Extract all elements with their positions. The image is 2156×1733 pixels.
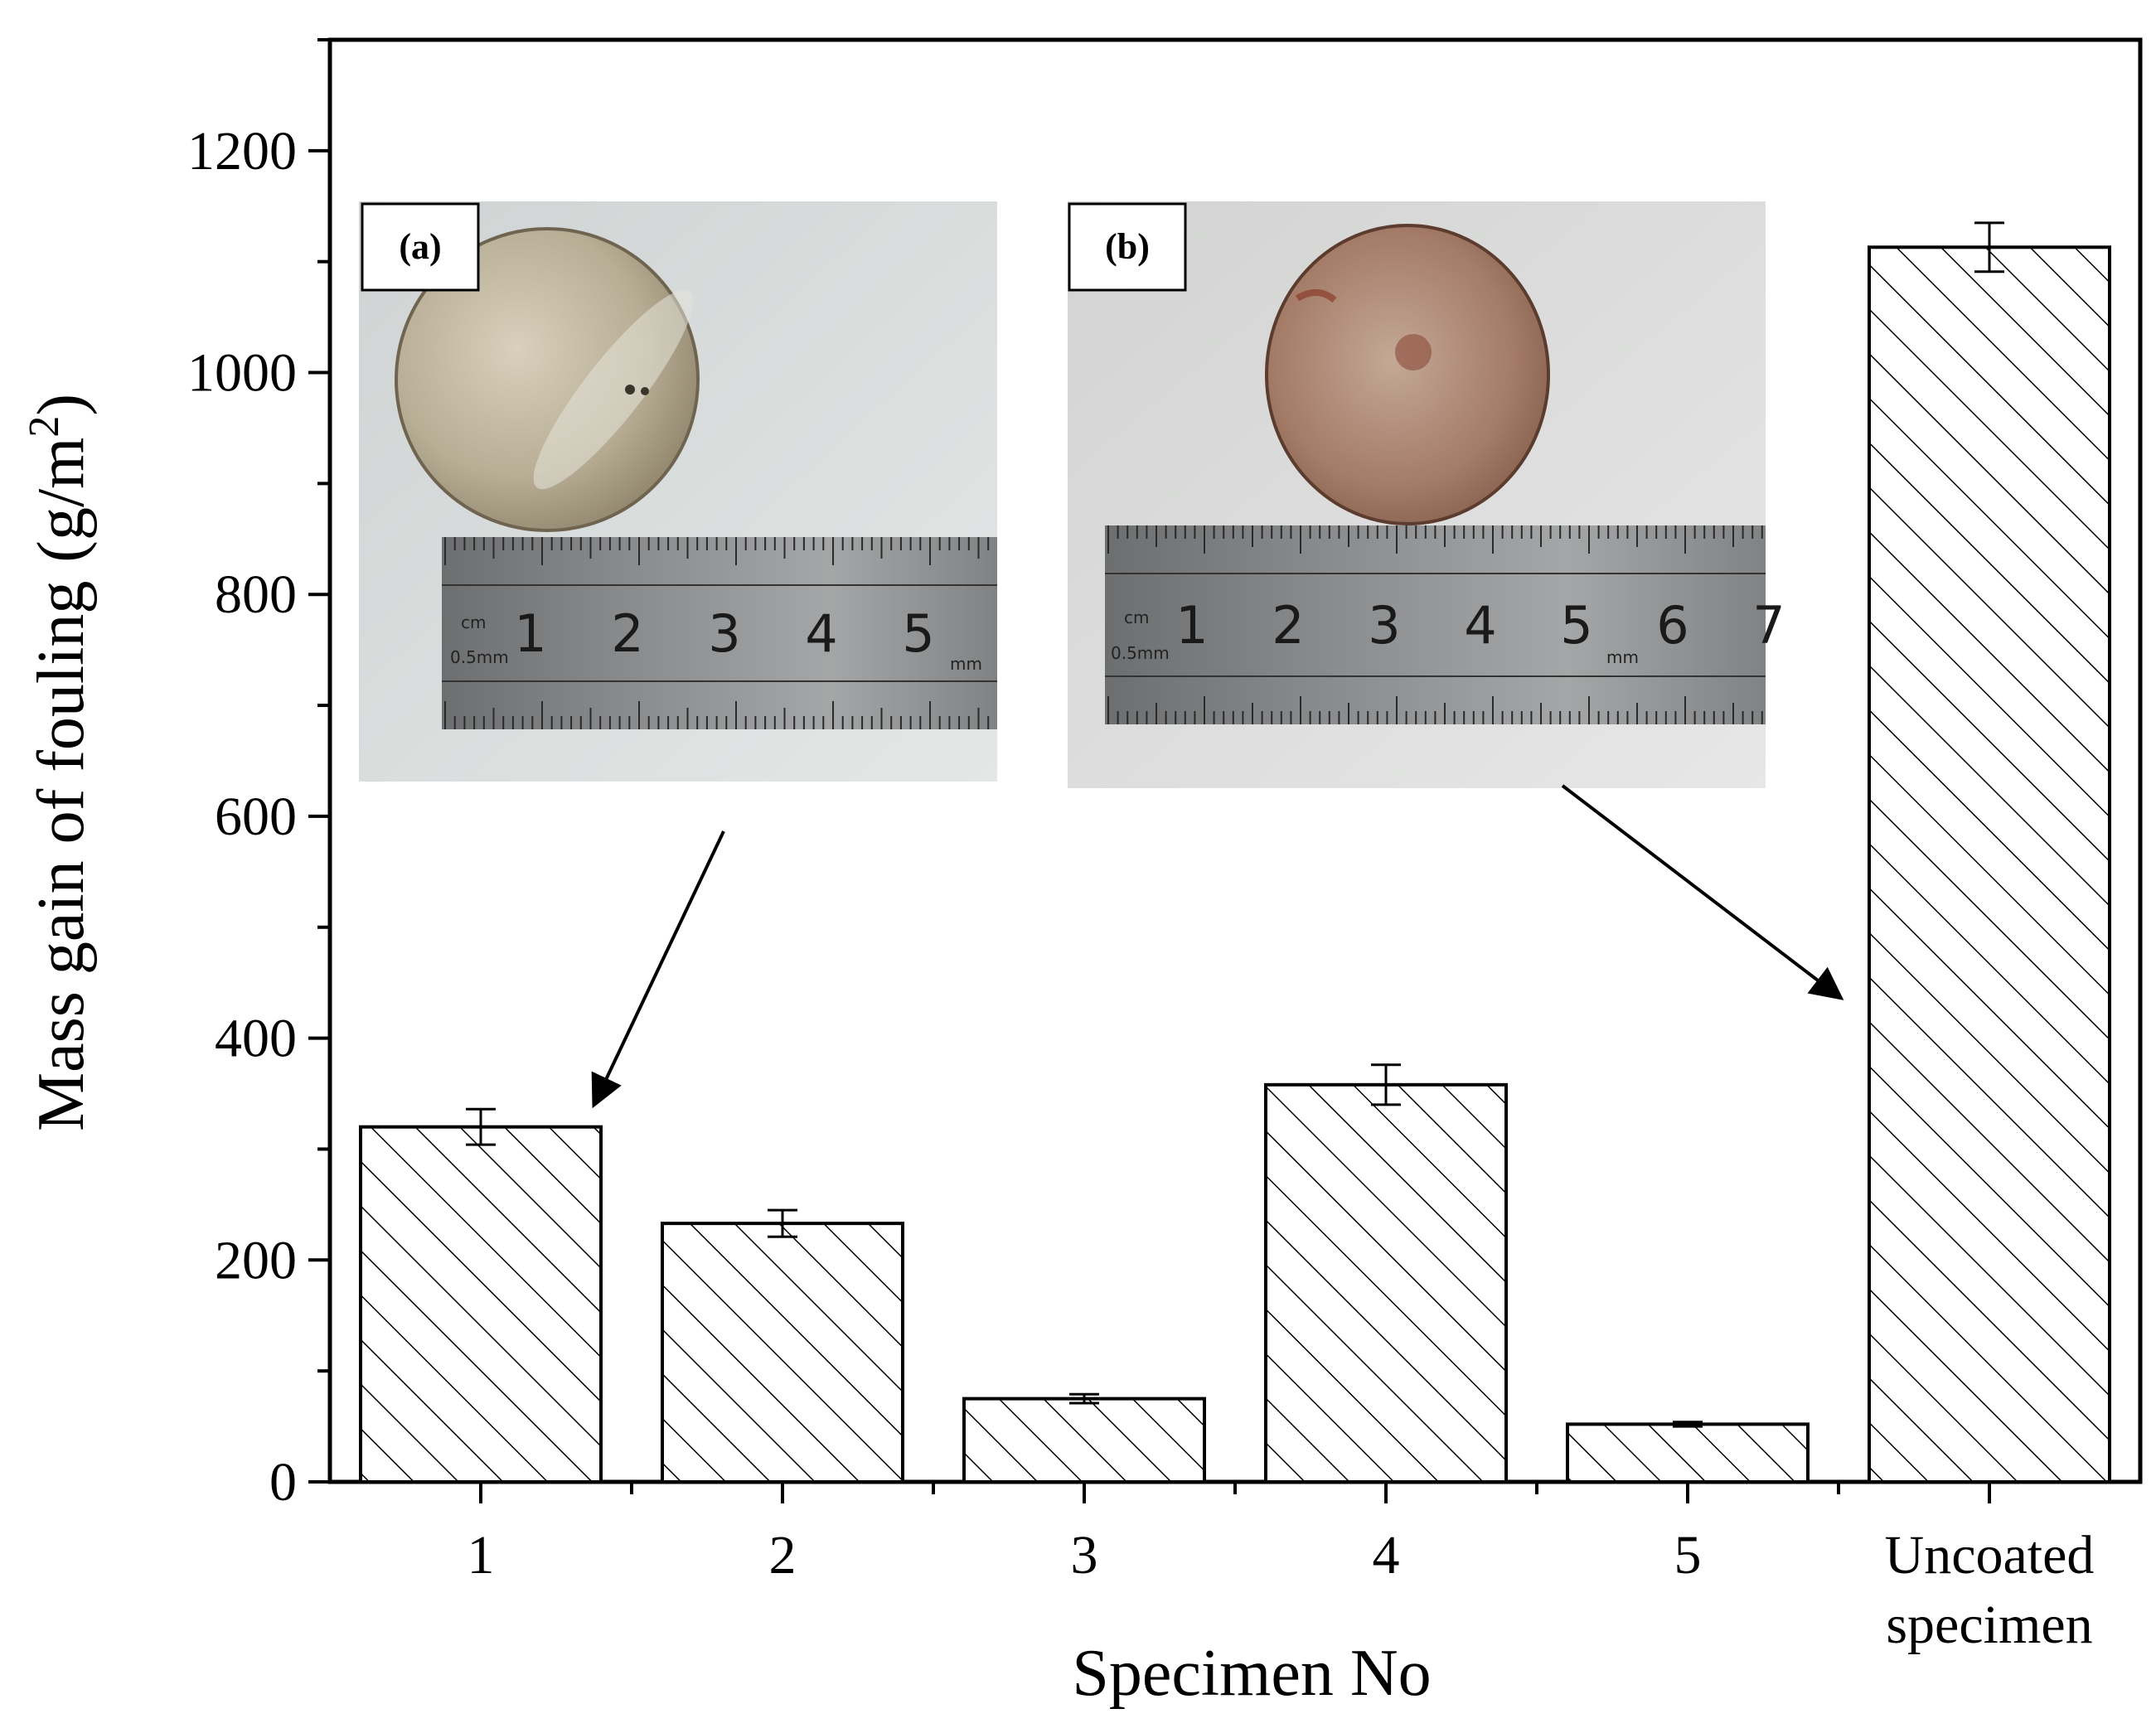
ruler-a-number: 5 — [902, 603, 934, 664]
specimen-disc-b — [1265, 224, 1550, 525]
y-tick-label: 1000 — [187, 343, 297, 404]
bar-6 — [1868, 245, 2111, 1484]
y-tick-label: 200 — [215, 1230, 297, 1290]
x-tick-label-2: 2 — [769, 1525, 797, 1585]
ruler-a-cm-label: cm — [461, 612, 486, 632]
ruler-b-number: 6 — [1656, 595, 1688, 656]
ruler-a-number: 4 — [805, 603, 837, 664]
x-tick-label-6: Uncoated specimen — [1885, 1525, 2095, 1655]
error-bar-5 — [1673, 1421, 1703, 1428]
arrow-to-bar-uncoated — [1561, 784, 1844, 1000]
x-tick-label-3: 3 — [1071, 1525, 1098, 1585]
y-tick-label: 600 — [215, 787, 297, 847]
specimen-disc-a — [395, 227, 700, 532]
bars-layer — [359, 221, 2111, 1484]
arrow-to-bar-1 — [591, 830, 725, 1109]
ruler-b-number: 7 — [1752, 595, 1785, 656]
y-axis: 0 200 400 600 800 1000 1200 — [187, 38, 330, 1513]
bar-3 — [962, 1397, 1206, 1484]
y-tick-label: 0 — [269, 1452, 297, 1513]
ruler-a-number: 3 — [708, 603, 740, 664]
ruler-a — [442, 537, 997, 729]
x-axis-title: Specimen No — [1072, 1637, 1431, 1710]
inset-label-a: (a) — [399, 226, 441, 267]
error-bar-1 — [466, 1107, 496, 1146]
ruler-b-number: 5 — [1560, 595, 1592, 656]
y-tick-label: 400 — [215, 1009, 297, 1069]
bar-2 — [661, 1222, 904, 1484]
x-tick-label-1: 1 — [468, 1525, 495, 1585]
inset-label-b: (b) — [1105, 226, 1150, 267]
inset-photo-b: 1 2 3 4 5 6 7 cm 0.5mm mm (b) — [1068, 201, 1785, 788]
error-bar-6 — [1974, 221, 2004, 274]
ruler-b-mm-label: mm — [1606, 647, 1639, 667]
x-tick-label-4: 4 — [1373, 1525, 1400, 1585]
bar-4 — [1264, 1082, 1508, 1484]
y-tick-label: 800 — [215, 564, 297, 625]
ruler-a-halfmm-label: 0.5mm — [450, 647, 509, 667]
bar-5 — [1566, 1422, 1810, 1484]
y-axis-title: Mass gain of fouling (g/m2) — [21, 394, 98, 1131]
y-tick-label: 1200 — [187, 121, 297, 182]
x-axis: 1 2 3 4 5 Uncoated specimen — [468, 1482, 2095, 1655]
error-bar-4 — [1371, 1063, 1401, 1106]
ruler-a-number: 2 — [611, 603, 643, 664]
y-axis-title-unit-sup: 2 — [21, 416, 68, 438]
ruler-a-number: 1 — [514, 603, 546, 664]
y-axis-title-unit-end: ) — [25, 394, 98, 416]
y-axis-title-main: Mass gain of fouling — [25, 581, 98, 1131]
y-axis-title-unit: (g/m — [25, 438, 98, 563]
inset-photo-a: 1 2 3 4 5 cm 0.5mm mm (a) — [359, 201, 997, 782]
ruler-b — [1105, 525, 1766, 724]
bar-1 — [359, 1125, 603, 1484]
error-bar-3 — [1069, 1392, 1099, 1405]
error-bar-2 — [768, 1208, 797, 1238]
ruler-b-number: 2 — [1272, 595, 1304, 656]
ruler-b-cm-label: cm — [1124, 608, 1149, 627]
x-tick-label-5: 5 — [1674, 1525, 1702, 1585]
ruler-b-number: 1 — [1175, 595, 1208, 656]
ruler-b-halfmm-label: 0.5mm — [1111, 643, 1170, 663]
ruler-a-mm-label: mm — [950, 654, 982, 674]
ruler-b-number: 4 — [1464, 595, 1496, 656]
ruler-b-number: 3 — [1368, 595, 1400, 656]
